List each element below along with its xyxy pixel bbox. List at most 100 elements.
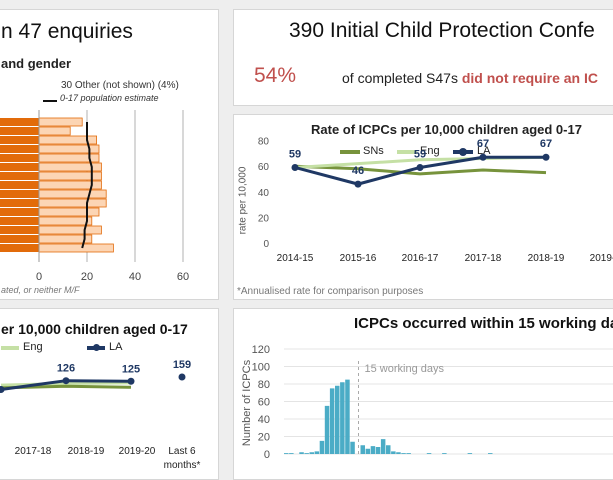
x-tick-label: 2017-18 [15,446,52,457]
legend-estimate-line [43,100,57,102]
x-tick-label: 2016-17 [402,253,439,264]
male-bar [0,127,39,135]
day-bar [360,445,365,454]
la-point [291,163,299,171]
female-bar [38,198,107,208]
legend-la-label: LA [477,145,491,157]
x-tick-label: 20 [81,271,93,283]
y-tick-label: 80 [258,137,270,148]
x-tick-label: 2018-19 [68,446,105,457]
y-tick-label: 80 [258,379,270,391]
male-bar [0,208,39,216]
la-data-label: 126 [57,363,75,375]
x-tick-label: 0 [36,271,42,283]
day-bar [442,453,447,454]
la-point [416,163,424,171]
icpc-days-chart: 0 20 40 60 80 100 120 15 working days [252,344,613,461]
male-bar [0,244,39,252]
day-bar [350,441,355,454]
day-bar [304,453,309,454]
male-bar [0,217,39,225]
male-bar [0,145,39,153]
la-point [354,180,362,188]
rate-panel-left: er 10,000 children aged 0-17 Eng LA 126 1… [0,308,219,480]
la-data-label: 125 [122,363,140,375]
day-bar [365,448,371,454]
marker-label: 15 working days [365,363,445,375]
pyramid-chart: 0 20 40 60 [0,110,189,283]
day-bar [314,451,320,454]
icpc-rate-title: Rate of ICPCs per 10,000 children aged 0… [311,122,582,137]
icpc-days-panel: ICPCs occurred within 15 working days Nu… [233,308,613,480]
female-bar [38,243,114,253]
male-bar [0,190,39,198]
icpc-text-plain: of completed S47s [342,70,462,86]
y-tick-label: 20 [258,432,270,444]
la-point [0,386,5,393]
x-tick-label: 60 [177,271,189,283]
legend-eng-swatch [397,150,417,154]
day-bar [284,453,289,454]
day-bar [370,446,376,454]
legend-eng-label: Eng [420,145,440,157]
male-bar [0,226,39,234]
female-bar [38,207,100,217]
day-bar [309,452,314,454]
female-bar [38,126,71,136]
x-tick-label: Last 6 [168,446,196,457]
y-tick-label: 100 [252,362,270,374]
enquiries-panel: n 47 enquiries and gender 30 Other (not … [0,9,219,300]
icpc-days-title: ICPCs occurred within 15 working days [354,315,613,332]
male-bar [0,154,39,162]
legend-eng-swatch [1,346,19,350]
la-point [479,153,487,161]
day-bar [401,453,406,454]
day-bar [335,385,340,454]
icpc-rate-panel: Rate of ICPCs per 10,000 children aged 0… [233,114,613,300]
legend-la-dot [93,344,100,351]
male-bar [0,199,39,207]
day-bar [380,439,386,454]
series-line-sns [294,164,547,176]
y-tick-label: 0 [263,239,269,250]
enquiries-subtitle: and gender [1,56,72,71]
x-tick-label: 2017-18 [465,253,502,264]
legend-sns-label: SNs [363,145,384,157]
day-bar [488,453,493,454]
y-tick-label: 40 [258,188,270,199]
male-bar [0,172,39,180]
x-tick-label: 2019-20 [119,446,156,457]
legend-other: 30 Other (not shown) (4%) [61,80,179,91]
male-bar [0,118,39,126]
icpc-text-highlight: did not require an IC [461,70,598,86]
la-point [62,377,70,385]
day-bar [386,445,391,454]
day-bar [299,452,304,454]
y-tick-label: 60 [258,162,270,173]
x-tick-label: 40 [129,271,141,283]
day-bar [375,447,381,454]
population-estimate-line [81,122,93,249]
la-data-label: 67 [540,138,552,150]
legend-la-label: LA [109,341,123,353]
la-point [542,153,550,161]
male-bar [0,136,39,144]
male-bar [0,163,39,171]
day-bar [391,451,396,454]
x-tick-label: 2014-15 [277,253,314,264]
x-tick-label: 2018-19 [528,253,565,264]
x-tick-label: 2015-16 [340,253,377,264]
la-data-label: 46 [352,165,364,177]
day-bar [345,379,350,454]
day-bar [396,452,401,454]
male-bar [0,235,39,243]
icpc-percent-text: of completed S47s did not require an IC [342,70,598,86]
day-bar [467,453,473,454]
y-tick-label: 120 [252,344,270,356]
legend-eng-label: Eng [23,341,43,353]
day-bar [426,453,432,454]
la-data-label: 59 [289,148,301,160]
icpc-rate-chart: 0 20 40 60 80 59 46 59 67 67 2014-15 2015-16 2016-17… [258,137,613,264]
enquiries-title: n 47 enquiries [1,20,133,43]
male-bar [0,181,39,189]
